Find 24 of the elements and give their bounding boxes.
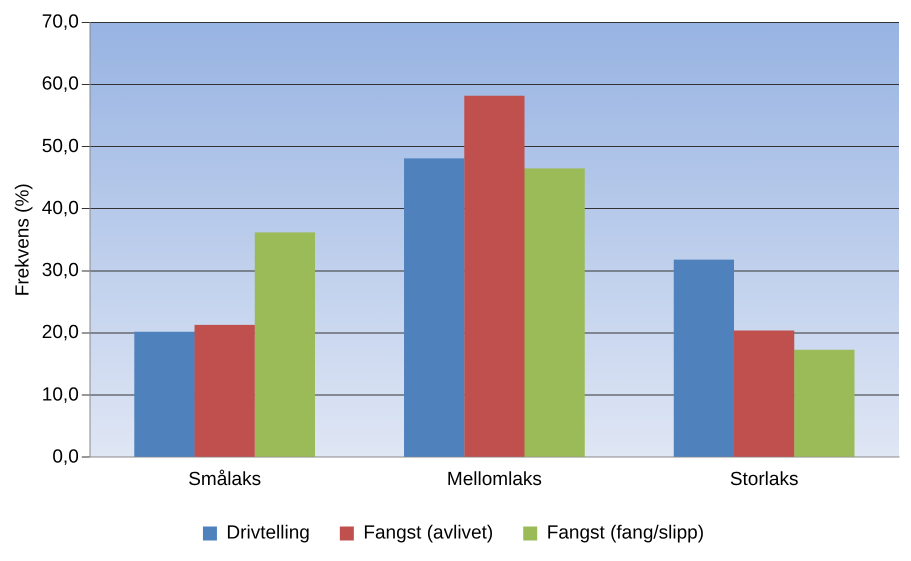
y-tick-label: 30,0 bbox=[42, 260, 79, 282]
bar bbox=[194, 324, 255, 457]
bar bbox=[674, 260, 734, 457]
x-tick-label: Storlaks bbox=[730, 468, 798, 490]
y-tick-label: 50,0 bbox=[42, 136, 79, 157]
y-tick-label: 40,0 bbox=[42, 198, 79, 219]
bar bbox=[794, 350, 854, 457]
bar bbox=[254, 232, 316, 457]
bar bbox=[524, 168, 585, 457]
legend-label: Fangst (fang/slipp) bbox=[546, 522, 704, 544]
y-tick-label: 20,0 bbox=[42, 322, 79, 344]
legend-label: Fangst (avlivet) bbox=[363, 522, 494, 544]
y-tick-label: 0,0 bbox=[52, 446, 79, 468]
bar bbox=[734, 330, 794, 457]
bar bbox=[404, 158, 464, 457]
legend-label: Drivtelling bbox=[226, 522, 310, 544]
y-tick-label: 60,0 bbox=[42, 74, 79, 95]
bar bbox=[464, 96, 525, 457]
bar bbox=[134, 332, 195, 457]
x-tick-label: Mellomlaks bbox=[446, 468, 542, 490]
y-axis-title: Frekvens (%) bbox=[12, 183, 34, 296]
x-tick-label: Smålaks bbox=[188, 468, 262, 490]
y-tick-label: 10,0 bbox=[42, 384, 79, 406]
y-tick-label: 70,0 bbox=[42, 12, 79, 33]
